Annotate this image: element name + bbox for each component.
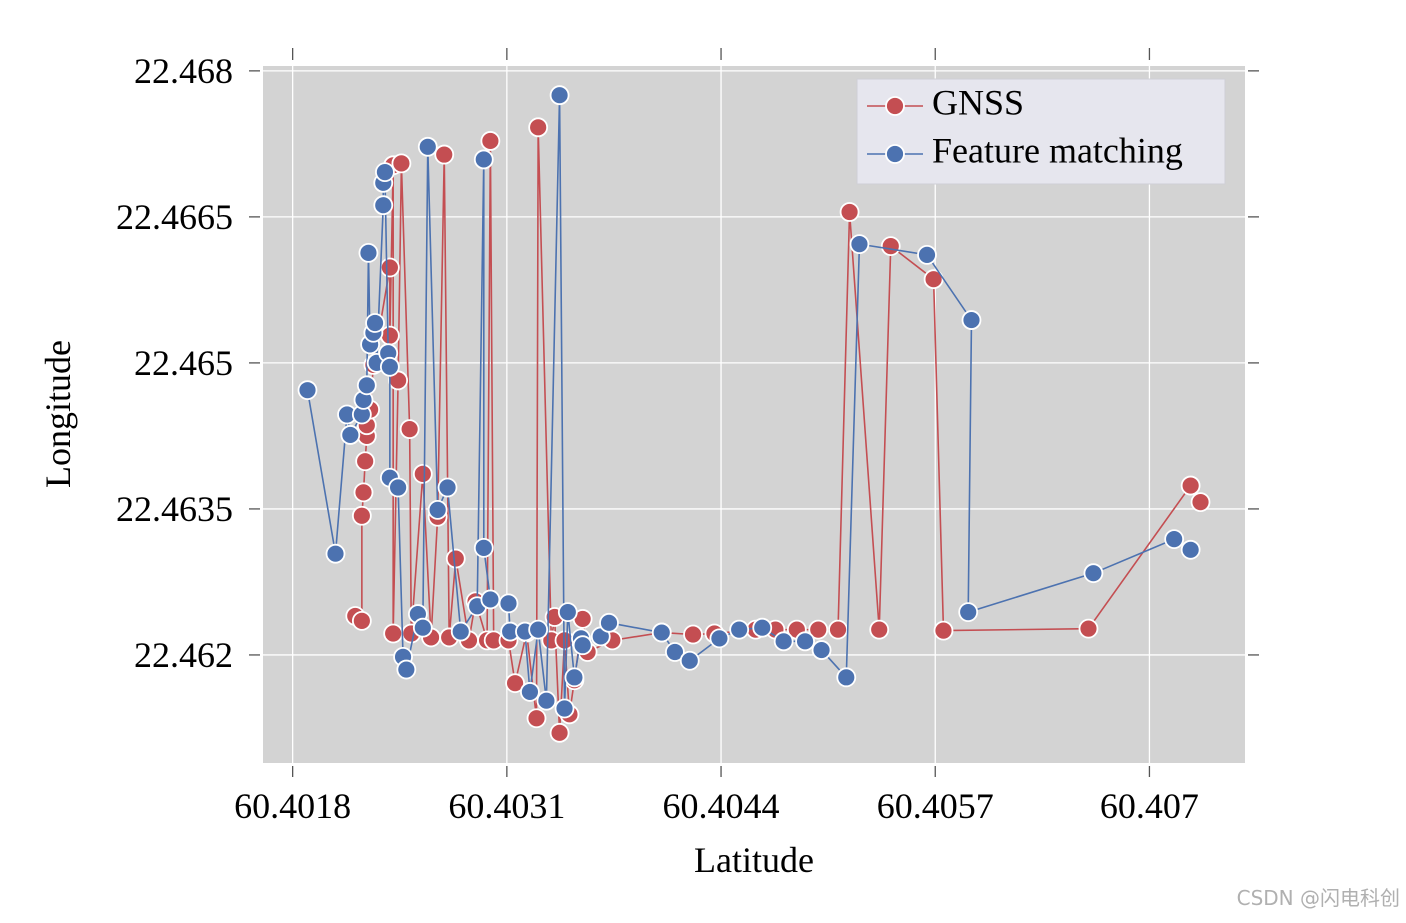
x-axis-label: Latitude [694, 840, 814, 880]
data-point [365, 313, 385, 333]
data-point [358, 243, 379, 263]
data-point [473, 537, 494, 558]
y-axis-label: Longitude [38, 340, 78, 488]
data-point [399, 419, 420, 440]
data-point [388, 477, 409, 498]
data-point [599, 612, 619, 633]
data-point [549, 85, 570, 106]
data-point [536, 690, 557, 711]
data-point [528, 117, 549, 138]
data-point [379, 356, 400, 377]
x-tick-label: 60.4044 [663, 786, 780, 826]
data-point [427, 499, 448, 520]
data-point [554, 698, 575, 719]
legend-label: Feature matching [932, 130, 1183, 170]
series-line [354, 127, 1202, 733]
x-tick-label: 60.407 [1100, 786, 1199, 826]
data-point [396, 659, 417, 680]
data-point [383, 623, 404, 644]
data-point [434, 144, 455, 165]
data-point [1078, 618, 1099, 639]
y-tick-label: 22.462 [134, 635, 233, 675]
x-tick-label: 60.4057 [877, 786, 994, 826]
data-point [437, 477, 458, 498]
data-point [549, 722, 570, 743]
data-point [351, 505, 372, 526]
data-point [351, 610, 372, 631]
data-point [480, 131, 501, 151]
data-point [933, 620, 954, 641]
data-point [473, 149, 494, 170]
data-point [379, 325, 400, 346]
x-tick-label: 60.4018 [234, 786, 351, 826]
data-point [450, 621, 471, 642]
data-point [651, 622, 672, 643]
y-tick-label: 22.468 [134, 51, 233, 91]
data-point [828, 619, 848, 640]
data-point [836, 667, 857, 688]
legend-marker [885, 96, 905, 116]
x-tick-label: 60.4031 [448, 786, 565, 826]
data-point [557, 602, 578, 623]
data-point [729, 619, 750, 640]
data-point [391, 153, 412, 174]
data-point [498, 593, 519, 614]
data-point [297, 380, 318, 401]
data-point [961, 310, 982, 330]
data-point [325, 543, 346, 564]
data-point [665, 642, 685, 662]
data-point [505, 673, 525, 694]
data-point [375, 162, 395, 183]
data-point [679, 650, 700, 671]
data-point [880, 236, 901, 256]
data-point [1180, 475, 1201, 496]
data-point [379, 257, 400, 278]
data-point [353, 482, 374, 503]
data-point [572, 635, 593, 656]
data-point [869, 619, 890, 640]
legend-box [856, 78, 1226, 185]
y-tick-label: 22.465 [134, 343, 233, 383]
data-point [1190, 492, 1211, 513]
data-point [417, 136, 438, 157]
data-point [412, 463, 433, 484]
y-tick-label: 22.4635 [116, 489, 233, 529]
data-point [752, 617, 773, 638]
data-point [528, 619, 549, 640]
data-point [412, 617, 433, 638]
data-point [1180, 539, 1201, 560]
data-point [808, 619, 829, 640]
data-point [356, 375, 377, 396]
data-point [773, 631, 794, 652]
watermark: CSDN @闪电科创 [1237, 886, 1400, 910]
data-point [564, 667, 585, 688]
data-point [709, 628, 730, 649]
data-point [520, 682, 540, 702]
y-tick-label: 22.4665 [116, 197, 233, 237]
data-point [1083, 563, 1104, 584]
data-point [839, 202, 860, 222]
data-point [1164, 529, 1185, 550]
data-point [917, 244, 937, 265]
data-point [849, 234, 870, 255]
data-point [958, 602, 979, 623]
data-point [526, 708, 547, 729]
data-point [373, 195, 394, 216]
legend-label: GNSS [932, 82, 1024, 122]
data-point [811, 640, 832, 660]
data-point [923, 269, 944, 290]
legend-marker [885, 144, 905, 164]
data-point [355, 451, 376, 472]
data-point [445, 548, 466, 569]
data-point [480, 589, 501, 610]
legend: GNSS Feature matching [856, 78, 1226, 185]
data-point [795, 631, 815, 652]
data-point [683, 624, 703, 645]
data-point [340, 425, 361, 445]
